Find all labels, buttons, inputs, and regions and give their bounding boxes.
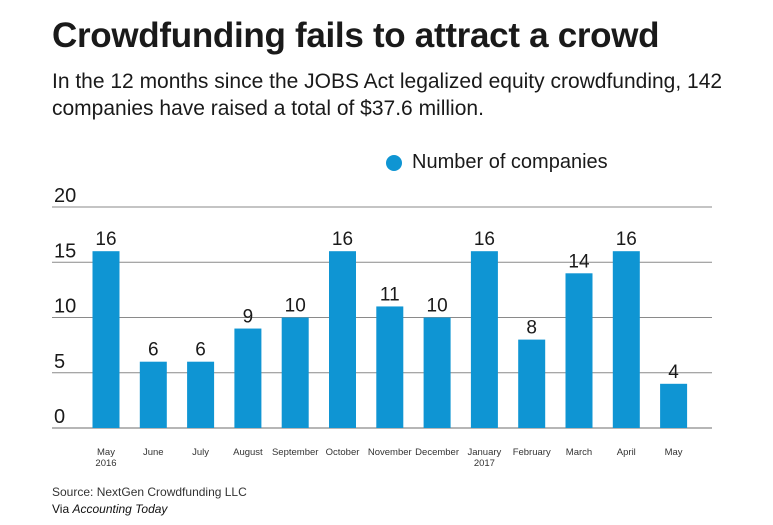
data-label: 10: [285, 296, 306, 317]
x-tick-sublabel: 2017: [474, 458, 495, 469]
data-label: 16: [95, 229, 116, 250]
x-tick-label: April: [617, 447, 636, 458]
data-label: 16: [616, 229, 637, 250]
x-tick-label: January: [467, 447, 501, 458]
data-label: 14: [568, 251, 590, 272]
bar: [518, 339, 546, 428]
data-label: 9: [243, 307, 254, 328]
bar: [660, 383, 688, 428]
bar: [329, 251, 356, 428]
x-tick-label: May: [665, 447, 683, 458]
data-label: 6: [148, 340, 159, 361]
via-publication: Accounting Today: [72, 502, 168, 516]
via-prefix: Via: [52, 502, 73, 516]
x-tick-label: August: [233, 447, 263, 458]
data-label: 6: [195, 340, 206, 361]
y-tick-label: 20: [54, 185, 76, 207]
data-label: 10: [427, 296, 448, 317]
bar: [612, 251, 640, 428]
bar: [470, 251, 498, 428]
x-tick-label: September: [272, 447, 318, 458]
x-tick-label: May: [97, 447, 115, 458]
bar: [234, 328, 262, 428]
via-credit: Via Accounting Today: [52, 502, 167, 516]
data-label: 4: [668, 362, 679, 383]
x-tick-label: June: [143, 447, 164, 458]
y-tick-label: 10: [54, 296, 76, 318]
bar: [139, 361, 167, 428]
bar: [565, 273, 593, 428]
chart-subtitle: In the 12 months since the JOBS Act lega…: [52, 70, 723, 120]
legend-label: Number of companies: [412, 151, 608, 173]
x-tick-label: October: [326, 447, 360, 458]
chart-title: Crowdfunding fails to attract a crowd: [52, 16, 660, 55]
data-label: 16: [474, 229, 495, 250]
data-label: 11: [380, 284, 400, 305]
bar: [281, 317, 309, 428]
x-tick-sublabel: 2016: [95, 458, 116, 469]
x-tick-label: March: [566, 447, 592, 458]
x-tick-label: November: [368, 447, 412, 458]
x-tick-label: February: [513, 447, 551, 458]
y-tick-label: 5: [54, 351, 65, 373]
bar: [423, 317, 451, 428]
bar: [92, 251, 120, 428]
y-tick-label: 0: [54, 406, 65, 428]
x-tick-label: July: [192, 447, 209, 458]
data-label: 16: [332, 229, 353, 250]
legend-swatch: [386, 154, 402, 171]
bar: [187, 361, 215, 428]
bar: [376, 306, 404, 428]
data-label: 8: [526, 318, 537, 339]
y-tick-label: 15: [54, 240, 76, 262]
x-tick-label: December: [415, 447, 459, 458]
chart-legend: Number of companies: [386, 151, 608, 174]
source-note: Source: NextGen Crowdfunding LLC: [52, 485, 247, 499]
